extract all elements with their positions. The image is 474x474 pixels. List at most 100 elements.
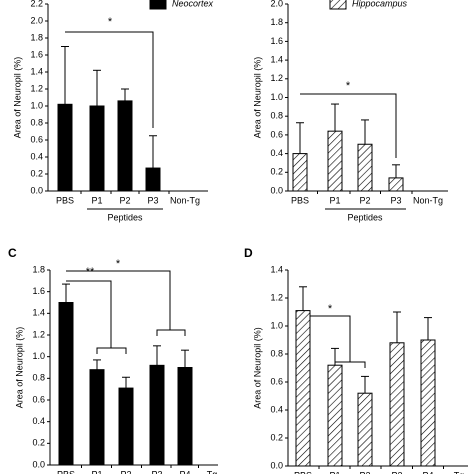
bar (89, 369, 105, 466)
x-tick-label: Non-Tg (413, 195, 443, 205)
bar (149, 364, 165, 466)
legend-swatch (149, 0, 167, 10)
y-tick-label: 1.6 (270, 36, 283, 46)
y-tick-label: 0.4 (30, 151, 43, 161)
y-tick-label: 1.6 (32, 286, 45, 296)
y-axis-label: Area of Neuropil (%) (12, 57, 22, 139)
annotation: * (108, 16, 113, 28)
legend-swatch (329, 0, 347, 10)
x-tick-label: Non-Tg (170, 195, 200, 205)
x-tick-label: P3 (151, 469, 162, 474)
y-tick-label: 0.6 (32, 394, 45, 404)
y-tick-label: 0.2 (32, 438, 45, 448)
y-tick-label: 1.8 (32, 264, 45, 274)
y-tick-label: 0.8 (270, 111, 283, 121)
y-tick-label: 0.4 (270, 148, 283, 158)
y-tick-label: 0.0 (32, 459, 45, 469)
y-tick-label: 0.0 (30, 185, 43, 195)
y-tick-label: 0.6 (270, 129, 283, 139)
y-tick-label: 1.2 (30, 83, 43, 93)
annotation: ** (86, 266, 95, 278)
panel-label: C (8, 246, 17, 260)
y-axis-label: Area of Neuropil (%) (252, 327, 262, 409)
bar (58, 302, 74, 466)
x-tick-label: P1 (329, 195, 340, 205)
panel-label: D (244, 246, 253, 260)
bar (292, 153, 308, 192)
bar (357, 143, 373, 192)
x-tick-label: P2 (359, 195, 370, 205)
x-tick-label: Tg (207, 469, 218, 474)
legend-label: Neocortex (172, 0, 214, 8)
y-tick-label: 0.4 (32, 416, 45, 426)
y-tick-label: 1.0 (270, 320, 283, 330)
y-tick-label: 1.4 (32, 308, 45, 318)
y-tick-label: 1.0 (32, 351, 45, 361)
y-axis-label: Area of Neuropil (%) (14, 327, 24, 409)
x-tick-label: P1 (91, 195, 102, 205)
y-tick-label: 2.2 (30, 0, 43, 8)
legend-label: Hippocampus (352, 0, 408, 8)
y-tick-label: 0.8 (270, 348, 283, 358)
x-tick-label: P3 (147, 195, 158, 205)
x-tick-label: P4 (179, 469, 190, 474)
bar (89, 105, 105, 192)
x-tick-label: P2 (119, 195, 130, 205)
y-tick-label: 1.4 (270, 54, 283, 64)
x-tick-label: P1 (91, 469, 102, 474)
y-tick-label: 0.6 (270, 376, 283, 386)
y-tick-label: 0.8 (32, 373, 45, 383)
y-tick-label: 1.2 (32, 329, 45, 339)
annotation: * (346, 80, 351, 92)
y-tick-label: 1.0 (30, 100, 43, 110)
y-tick-label: 1.4 (30, 66, 43, 76)
x-tick-label: P1 (329, 470, 340, 474)
bar (295, 310, 311, 467)
annotation: * (116, 258, 121, 270)
annotation: * (328, 303, 333, 315)
y-tick-label: 2.0 (30, 15, 43, 25)
y-tick-label: 0.8 (30, 117, 43, 127)
y-tick-label: 1.6 (30, 49, 43, 59)
x-tick-label: PBS (56, 195, 74, 205)
bar (118, 387, 134, 466)
bar (389, 342, 405, 467)
x-tick-label: P4 (422, 470, 433, 474)
y-tick-label: 2.0 (270, 0, 283, 8)
y-tick-label: 0.0 (270, 460, 283, 470)
x-tick-label: PBS (57, 469, 75, 474)
x-tick-label: P3 (390, 195, 401, 205)
bar (327, 130, 343, 192)
bar (420, 339, 436, 467)
bar (117, 100, 133, 192)
y-tick-label: 0.0 (270, 185, 283, 195)
y-axis-label: Area of Neuropil (%) (252, 57, 262, 139)
bar (388, 177, 404, 192)
y-tick-label: 0.2 (270, 432, 283, 442)
y-tick-label: 1.8 (30, 32, 43, 42)
bar (145, 167, 161, 192)
x-tick-label: Tg (454, 470, 465, 474)
brackets (65, 31, 397, 368)
y-tick-label: 0.2 (30, 168, 43, 178)
y-tick-label: 1.8 (270, 17, 283, 27)
bar (177, 367, 193, 466)
y-tick-label: 1.2 (270, 73, 283, 83)
group-label: Peptides (107, 212, 143, 222)
y-tick-label: 1.2 (270, 292, 283, 302)
y-tick-label: 1.4 (270, 264, 283, 274)
bar (357, 392, 373, 467)
x-tick-label: P2 (359, 470, 370, 474)
group-label: Peptides (347, 212, 383, 222)
x-tick-label: PBS (294, 470, 312, 474)
x-tick-label: P2 (120, 469, 131, 474)
bar (327, 364, 343, 467)
y-tick-label: 1.0 (270, 92, 283, 102)
y-tick-label: 0.6 (30, 134, 43, 144)
x-tick-label: PBS (291, 195, 309, 205)
y-tick-label: 0.2 (270, 167, 283, 177)
x-tick-label: P3 (391, 470, 402, 474)
bar (57, 103, 73, 192)
y-tick-label: 0.4 (270, 404, 283, 414)
